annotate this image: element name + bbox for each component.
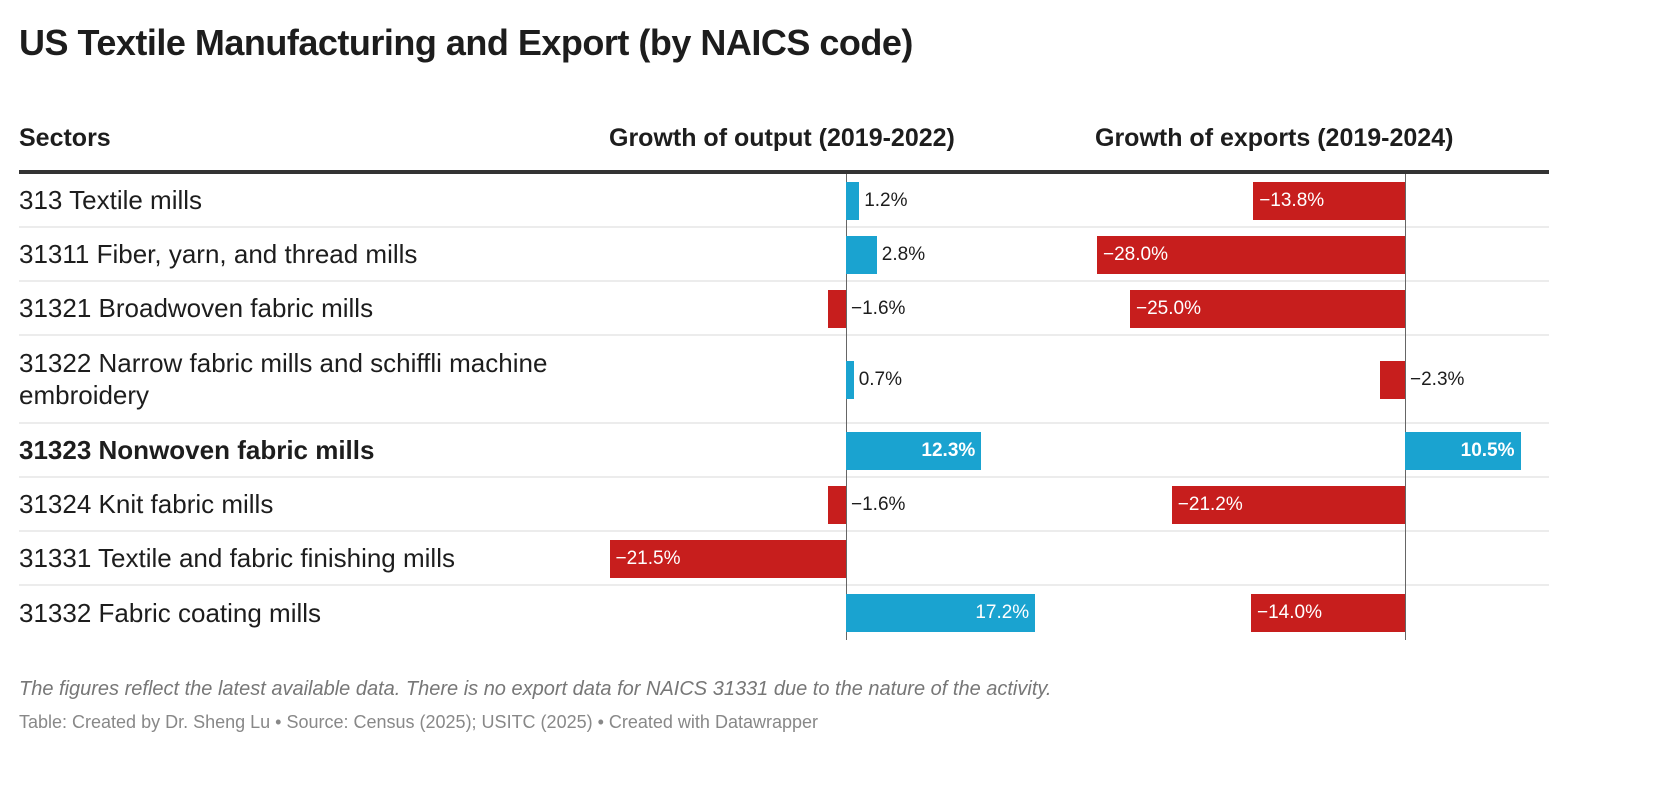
exports-bar: [1251, 594, 1405, 632]
exports-value-label: 10.5%: [1460, 440, 1515, 461]
exports-value-label: −13.8%: [1259, 190, 1325, 211]
exports-bar: [1097, 236, 1405, 274]
exports-bar: [1405, 432, 1521, 470]
sector-label: 31321 Broadwoven fabric mills: [19, 293, 374, 323]
exports-value-label: −14.0%: [1257, 602, 1322, 623]
exports-bar: [1253, 182, 1405, 220]
table-row: 31322 Narrow fabric mills and schiffli m…: [19, 336, 1549, 424]
output-value-label: 1.2%: [864, 190, 908, 211]
table-row: 313 Textile mills: [19, 174, 1549, 228]
output-bar: [828, 486, 846, 524]
table-row: 31311 Fiber, yarn, and thread mills: [19, 228, 1549, 282]
output-value-label: −21.5%: [615, 548, 681, 569]
table-row: 31324 Knit fabric mills: [19, 478, 1549, 532]
output-bar: [846, 432, 982, 470]
output-value-label: 2.8%: [881, 244, 926, 265]
output-value-label: −1.6%: [851, 494, 906, 515]
output-bar: [846, 236, 877, 274]
output-value-label: 12.3%: [921, 440, 976, 461]
chart-title: US Textile Manufacturing and Export (by …: [19, 22, 913, 63]
sector-label: 31311 Fiber, yarn, and thread mills: [19, 239, 418, 269]
exports-value-label: −25.0%: [1136, 298, 1201, 319]
exports-zero-axis: [1405, 174, 1406, 640]
column-header-sectors: Sectors: [19, 124, 111, 152]
table-row: 31321 Broadwoven fabric mills: [19, 282, 1549, 336]
notes: The figures reflect the latest available…: [19, 678, 1052, 700]
table-row: 31332 Fabric coating mills: [19, 586, 1549, 640]
sector-label: 31331 Textile and fabric finishing mills: [19, 543, 455, 573]
credit: Table: Created by Dr. Sheng Lu • Source:…: [19, 712, 818, 732]
output-bar: [609, 540, 846, 578]
exports-bar: [1171, 486, 1405, 524]
output-bar: [846, 361, 854, 399]
exports-value-label: −28.0%: [1103, 244, 1168, 265]
sector-label: 313 Textile mills: [19, 185, 203, 215]
sector-label: 31323 Nonwoven fabric mills: [19, 435, 375, 465]
output-value-label: −1.6%: [851, 298, 906, 319]
exports-value-label: −2.3%: [1410, 369, 1465, 390]
output-value-label: 17.2%: [975, 602, 1030, 623]
sector-label: 31324 Knit fabric mills: [19, 489, 274, 519]
output-bar: [846, 594, 1036, 632]
table-row: 31323 Nonwoven fabric mills: [19, 424, 1549, 478]
header-rule: [19, 170, 1549, 174]
exports-bar: [1130, 290, 1405, 328]
exports-bar: [1379, 361, 1405, 399]
sector-label: 31332 Fabric coating mills: [19, 598, 322, 628]
table-row: 31331 Textile and fabric finishing mills: [19, 532, 1549, 586]
output-bar: [846, 182, 860, 220]
exports-value-label: −21.2%: [1177, 494, 1243, 515]
column-header-exports: Growth of exports (2019-2024): [1095, 124, 1454, 152]
output-zero-axis: [846, 174, 847, 640]
sector-label: 31322 Narrow fabric mills and schiffli m…: [19, 348, 548, 410]
column-header-output: Growth of output (2019-2022): [609, 124, 955, 152]
output-value-label: 0.7%: [858, 369, 902, 390]
output-bar: [828, 290, 846, 328]
